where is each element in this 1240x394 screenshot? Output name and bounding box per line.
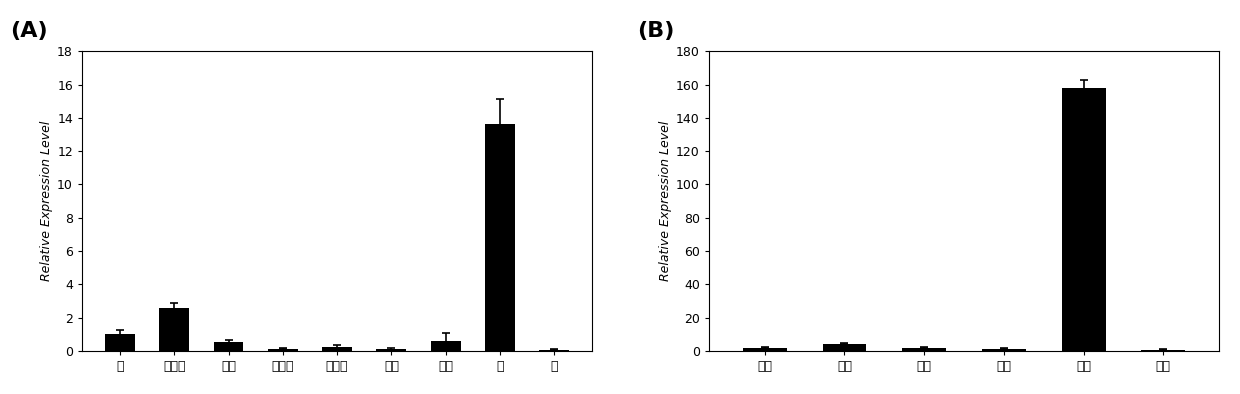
Bar: [1061, 88, 1106, 351]
Bar: [213, 342, 243, 351]
Text: (B): (B): [637, 21, 675, 41]
Bar: [377, 349, 407, 351]
Text: (A): (A): [11, 21, 48, 41]
Bar: [430, 341, 460, 351]
Bar: [903, 348, 946, 351]
Bar: [322, 347, 352, 351]
Bar: [982, 349, 1025, 351]
Y-axis label: Relative Expression Level: Relative Expression Level: [658, 121, 672, 281]
Bar: [539, 350, 569, 351]
Bar: [485, 125, 515, 351]
Y-axis label: Relative Expression Level: Relative Expression Level: [40, 121, 53, 281]
Bar: [159, 308, 190, 351]
Bar: [822, 344, 867, 351]
Bar: [268, 349, 298, 351]
Bar: [1142, 350, 1185, 351]
Bar: [743, 348, 786, 351]
Bar: [105, 335, 135, 351]
